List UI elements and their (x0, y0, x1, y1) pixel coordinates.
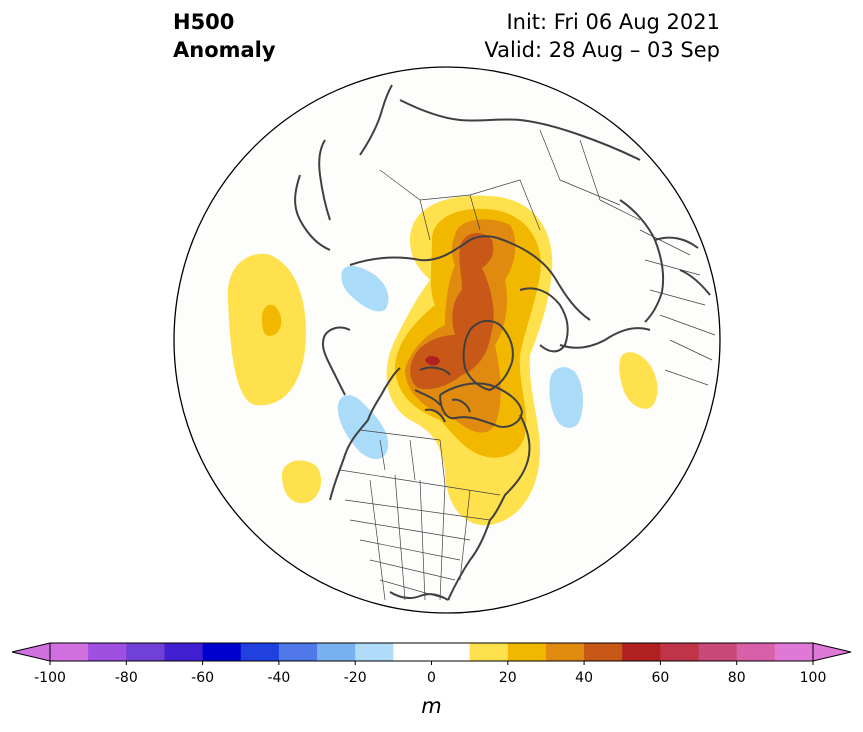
title-anomaly: Anomaly (173, 38, 276, 62)
colorbar-bin (431, 643, 471, 661)
colorbar: -100 -80 -60 -40 -20 0 20 40 60 80 100 (11, 642, 852, 686)
colorbar-tick-label: -20 (344, 670, 367, 686)
colorbar-bin (545, 643, 585, 661)
colorbar-bin (278, 643, 318, 661)
coast-gulf (389, 591, 449, 601)
colorbar-bin (660, 643, 700, 661)
coast-europe-north (619, 199, 665, 323)
borders-europe (639, 229, 716, 386)
anomaly-pacific-pos20 (262, 304, 282, 336)
coast-siberia (349, 235, 591, 321)
colorbar-bin (240, 643, 280, 661)
colorbar-extend-high (812, 642, 852, 662)
colorbar-bin (698, 643, 738, 661)
valid-range: Valid: 28 Aug – 03 Sep (484, 38, 720, 62)
coast-na-west (329, 367, 401, 501)
colorbar-tick-label: 100 (800, 670, 827, 686)
colorbar-tick-label: -80 (115, 670, 138, 686)
chart-title: H500 Anomaly (173, 8, 276, 64)
borders-asia (379, 129, 641, 241)
colorbar-bins (50, 643, 814, 661)
coast-kamchatka (359, 84, 393, 156)
colorbar-unit: m (421, 694, 442, 718)
colorbar-tick-label: 80 (728, 670, 746, 686)
title-variable: H500 (173, 10, 235, 34)
init-date: Init: Fri 06 Aug 2021 (506, 10, 720, 34)
colorbar-bin (469, 643, 509, 661)
colorbar-bin (736, 643, 776, 661)
colorbar-tick-label: 40 (575, 670, 593, 686)
anomaly-south-pos10 (281, 460, 322, 504)
coast-us-east (447, 519, 491, 601)
globe-outline (173, 66, 721, 614)
colorbar-tick-label: 0 (427, 670, 436, 686)
coast-arctic-islands (414, 366, 471, 423)
coast-asia-north (399, 99, 641, 161)
colorbar-tick-label: -100 (34, 670, 66, 686)
coast-labrador (489, 414, 531, 521)
borders-us (339, 469, 501, 601)
colorbar-bin (622, 643, 661, 661)
coast-asia-east (294, 139, 331, 251)
anomaly-main-pos40 (410, 233, 494, 390)
coast-hudson (439, 382, 523, 428)
borders (339, 129, 716, 601)
colorbar-bin (88, 643, 127, 661)
colorbar-bin (317, 643, 356, 661)
colorbar-bin (355, 643, 394, 661)
coast-scandinavia (519, 287, 569, 353)
colorbar-tick-label: 60 (651, 670, 669, 686)
colorbar-tick-label: -60 (191, 670, 214, 686)
anomaly-siberia-neg10 (549, 367, 583, 428)
colorbar-bin (584, 643, 623, 661)
coast-europe (559, 327, 651, 349)
anomaly-east-pos10 (619, 352, 658, 409)
colorbar-tick-label: -40 (267, 670, 290, 686)
colorbar-bin (507, 643, 547, 661)
coast-alaska (321, 326, 351, 396)
colorbar-extend-low (11, 642, 51, 662)
anomaly-beaufort-neg10 (341, 265, 389, 312)
colorbar-bin (202, 643, 242, 661)
date-info: Init: Fri 06 Aug 2021 Valid: 28 Aug – 03… (484, 8, 720, 64)
borders-canada (359, 429, 446, 486)
colorbar-bin (164, 643, 204, 661)
colorbar-bin (393, 643, 432, 661)
colorbar-bin (774, 643, 814, 661)
colorbar-ticks: -100 -80 -60 -40 -20 0 20 40 60 80 100 (34, 661, 826, 686)
coastlines (294, 84, 711, 601)
anomaly-main-pos50 (425, 355, 440, 366)
polar-map (173, 66, 721, 614)
colorbar-bin (50, 643, 89, 661)
colorbar-bin (126, 643, 165, 661)
coast-greenland (462, 319, 514, 391)
colorbar-tick-label: 20 (499, 670, 517, 686)
